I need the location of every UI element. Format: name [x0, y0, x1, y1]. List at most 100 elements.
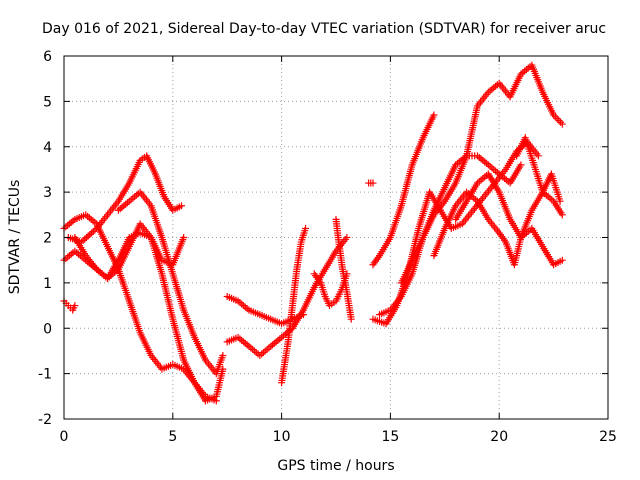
track-marker	[451, 204, 459, 212]
track-marker	[82, 234, 90, 241]
axis-ticks	[63, 55, 609, 420]
track-marker	[429, 213, 437, 221]
track-marker	[178, 364, 186, 372]
track-marker	[113, 199, 121, 207]
track-marker	[471, 152, 479, 160]
x-tick-label: 15	[381, 429, 399, 445]
track-marker	[418, 136, 426, 144]
track-marker	[157, 268, 165, 276]
track-marker	[494, 186, 502, 194]
track-marker	[81, 235, 89, 243]
y-axis-label: SDTVAR / TECUs	[7, 180, 23, 295]
y-tick-label: 4	[43, 140, 52, 156]
track-marker	[88, 229, 96, 237]
track-marker	[254, 310, 262, 318]
y-tick-label: 0	[43, 321, 52, 337]
track-marker	[440, 186, 448, 194]
track-marker	[301, 227, 309, 235]
track-marker	[190, 377, 198, 385]
track-marker	[385, 236, 393, 244]
track-marker	[557, 209, 565, 217]
track-marker	[309, 285, 317, 293]
track-marker	[232, 334, 240, 342]
track-marker	[392, 304, 400, 312]
track-marker	[218, 354, 226, 362]
track-marker	[146, 349, 154, 357]
track-marker	[320, 290, 328, 298]
track-marker	[243, 305, 251, 313]
data-marks	[60, 61, 566, 405]
track-marker	[450, 181, 458, 189]
track-marker	[483, 90, 491, 98]
track-marker	[500, 236, 508, 244]
track-marker	[472, 181, 480, 189]
track-marker	[462, 154, 470, 162]
track-marker	[320, 267, 328, 275]
track-marker	[179, 354, 187, 362]
track-marker	[168, 313, 176, 321]
track-marker	[418, 236, 426, 244]
track-marker	[279, 367, 287, 375]
track-marker	[456, 221, 464, 229]
track-marker	[284, 340, 292, 348]
y-tick-label: -1	[38, 367, 52, 383]
track-marker	[407, 258, 415, 266]
track-marker	[84, 232, 92, 240]
y-tick-label: 6	[43, 49, 52, 65]
chart-title: Day 016 of 2021, Sidereal Day-to-day VTE…	[42, 21, 606, 37]
track-marker	[70, 304, 78, 312]
track-marker	[293, 268, 301, 276]
track-marker	[123, 199, 131, 207]
track-marker	[125, 295, 133, 303]
track-marker	[243, 341, 251, 349]
track-marker	[135, 327, 143, 335]
track-marker	[315, 277, 323, 285]
track-marker	[494, 227, 502, 235]
track-marker	[297, 240, 305, 248]
track-marker	[472, 196, 480, 204]
track-marker	[200, 354, 208, 362]
track-marker	[374, 253, 382, 261]
x-axis-label: GPS time / hours	[277, 458, 394, 474]
track-marker	[145, 232, 153, 240]
track-marker	[86, 230, 94, 238]
y-tick-label: -2	[38, 412, 52, 428]
track-marker	[440, 227, 448, 235]
track-marker	[156, 363, 164, 371]
track-marker	[287, 326, 295, 334]
track-marker	[461, 199, 469, 207]
track-marker	[175, 203, 183, 211]
track-marker	[500, 167, 508, 175]
track-marker	[103, 241, 111, 249]
track-marker	[179, 304, 187, 312]
track-marker	[102, 213, 110, 221]
data-point	[369, 179, 377, 187]
track-marker	[556, 257, 564, 265]
x-tick-label: 25	[599, 429, 617, 445]
track-marker	[330, 299, 338, 307]
track-marker	[159, 191, 167, 199]
track-marker	[429, 113, 437, 121]
track-marker	[555, 116, 563, 124]
track-marker	[384, 307, 392, 315]
track-marker	[505, 213, 513, 221]
track-marker	[157, 231, 165, 239]
track-marker	[168, 268, 176, 276]
track-marker	[80, 212, 88, 220]
track-marker	[538, 86, 546, 94]
track-marker	[342, 286, 350, 294]
x-tick-label: 5	[168, 429, 177, 445]
track-marker	[341, 235, 349, 243]
track-marker	[91, 226, 99, 234]
track-marker	[493, 168, 501, 176]
track-marker	[338, 263, 346, 271]
track-marker	[527, 208, 535, 216]
track-marker	[483, 159, 491, 167]
x-tick-label: 10	[273, 429, 291, 445]
data-point	[558, 120, 566, 128]
x-tick-label: 20	[490, 429, 508, 445]
track-marker	[408, 163, 416, 171]
track-marker	[538, 241, 546, 249]
track-marker	[69, 217, 77, 225]
